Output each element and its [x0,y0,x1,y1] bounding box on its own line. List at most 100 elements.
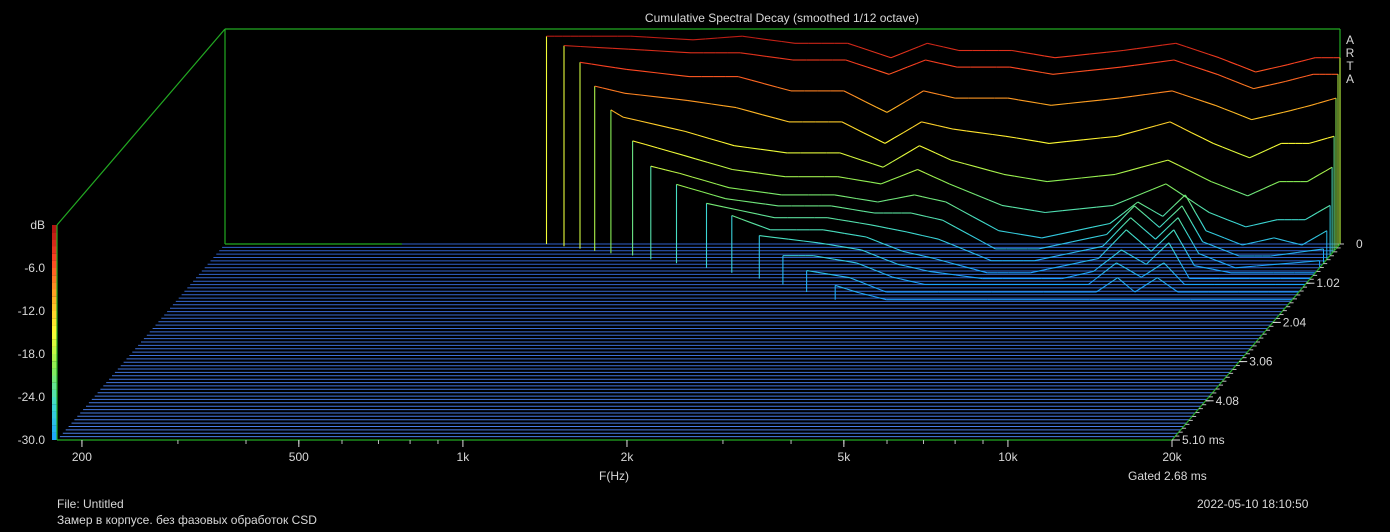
decay-slice-segment [1294,61,1301,63]
decay-slice-segment [1328,136,1334,138]
decay-slice-segment [623,117,639,121]
decay-slice-segment [755,191,768,193]
decay-slice-segment [631,36,647,37]
decay-slice-segment [933,62,941,64]
decay-slice-segment [1153,184,1166,189]
decay-slice-segment [874,138,885,143]
decay-slice-segment [1038,142,1049,144]
decay-slice-segment [887,199,896,201]
decay-slice-segment [717,184,729,188]
decay-slice-segment [943,47,951,49]
brand-letter: R [1346,46,1355,60]
decay-slice-segment [964,164,977,168]
decay-slice-segment [627,69,643,71]
decay-slice-segment [1206,71,1217,75]
decay-slice-segment [602,88,610,90]
colorbar-segment [52,397,57,404]
decay-slice-segment [774,151,787,153]
decay-slice-segment [1150,209,1156,213]
decay-slice-segment [1010,67,1021,69]
decay-slice-segment [847,289,853,291]
decay-slice-segment [1110,218,1117,223]
time-tick-label: 4.08 [1216,394,1240,408]
decay-slice-segment [617,114,620,116]
decay-slice-segment [1121,65,1134,67]
decay-slice-segment [1194,266,1203,268]
decay-slice-segment [1314,234,1320,238]
decay-slice-segment [851,157,862,161]
colorbar-segment [52,282,57,289]
decay-slice-segment [1285,80,1292,82]
decay-slice-segment [1204,102,1215,106]
decay-slice-segment [1140,189,1153,194]
decay-slice-segment [1132,95,1145,97]
decay-slice-segment [880,227,889,229]
decay-slice-segment [943,157,951,161]
decay-slice-segment [749,111,762,115]
decay-slice-segment [1180,195,1186,200]
colorbar-segment [52,261,57,268]
decay-slice-segment [1287,63,1294,65]
decay-slice-segment [907,64,916,68]
decay-slice-segment [1144,126,1157,130]
decay-slice-segment [1215,234,1224,238]
decay-slice-segment [789,239,804,241]
decay-slice-segment [1119,96,1132,98]
decay-slice-segment [1166,184,1177,191]
colorbar-segment [52,376,57,383]
colorbar-segment [52,390,57,397]
decay-slice-segment [1107,227,1114,234]
decay-slice-segment [1124,218,1131,225]
decay-slice-segment [1133,235,1139,240]
decay-slice-segment [671,152,684,156]
decay-slice-segment [1179,239,1184,248]
x-tick-label: 200 [72,450,92,464]
decay-slice-segment [1030,102,1041,104]
decay-slice-segment [916,60,925,64]
colorbar-segment [52,354,57,361]
decay-slice-segment [915,234,923,236]
decay-slice-segment [1137,223,1143,228]
decay-slice-segment [1157,213,1163,217]
colorbar-segment [52,347,57,354]
colorbar-segment [52,275,57,282]
x-tick-label: 10k [998,450,1018,464]
decay-slice-segment [831,206,842,208]
decay-slice-segment [765,84,778,88]
decay-slice-segment [885,138,894,143]
decay-slice-segment [855,96,866,101]
decay-slice-segment [705,38,717,39]
colorbar-segment [52,290,57,297]
decay-slice-segment [1053,73,1070,75]
decay-slice-segment [846,60,857,64]
decay-slice-segment [651,166,658,168]
decay-slice-segment [1168,230,1174,235]
decay-slice-segment [1096,205,1113,207]
decay-slice-segment [1187,47,1198,51]
decay-slice-segment [1047,180,1064,182]
decay-slice-segment [1308,238,1314,242]
decay-slice-segment [1211,182,1220,186]
decay-slice-segment [564,46,580,47]
decay-slice-segment [1143,228,1149,233]
decay-slice-segment [1224,109,1233,113]
decay-slice-segment [898,230,907,232]
decay-slice-segment [1179,261,1184,270]
decay-slice-segment [1149,234,1155,239]
decay-slice-segment [1246,225,1254,227]
decay-slice-segment [1028,140,1039,142]
decay-slice-segment [972,216,985,223]
decay-slice-segment [1320,171,1326,175]
decay-slice-segment [907,232,915,234]
decay-slice-segment [860,180,871,182]
decay-slice-segment [1229,189,1238,193]
decay-slice-segment [1301,60,1308,62]
decay-slice-segment [878,71,889,75]
decay-slice-segment [633,141,646,145]
decay-slice-segment [1079,207,1096,209]
decay-slice-segment [838,220,849,222]
decay-slice-segment [1157,122,1170,126]
decay-slice-segment [859,293,866,295]
decay-slice-segment [901,151,910,156]
decay-slice-segment [1315,140,1321,142]
